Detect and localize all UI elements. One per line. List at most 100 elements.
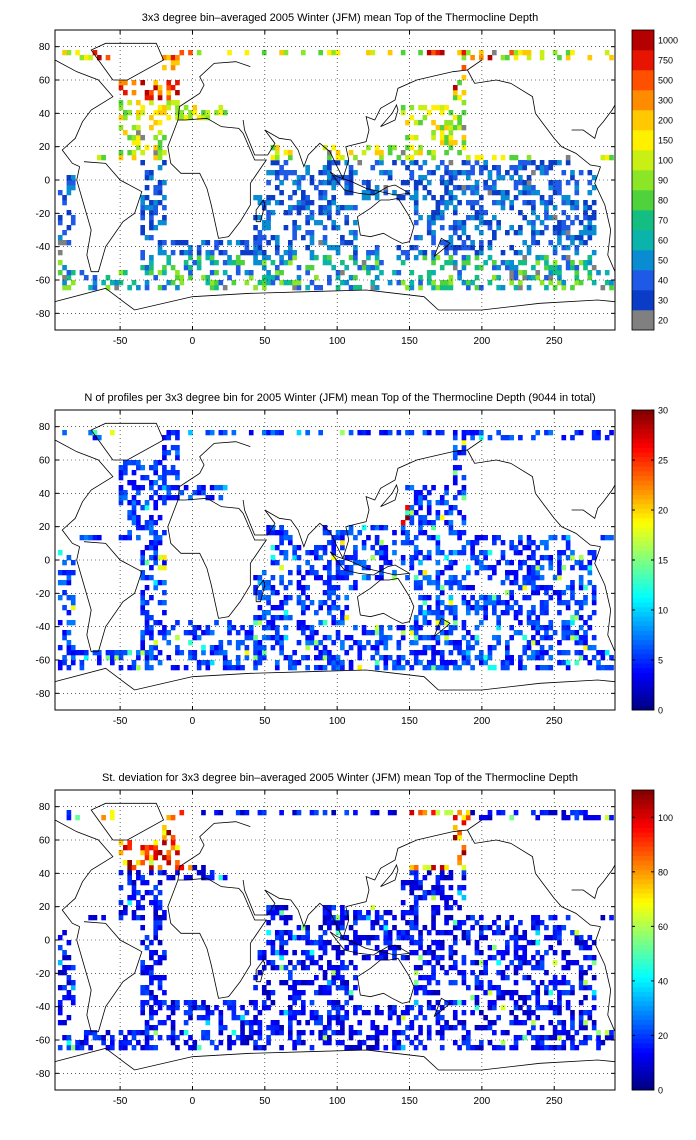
bin-cell [409, 870, 415, 876]
bin-cell [448, 885, 454, 891]
bin-cell [470, 545, 475, 551]
bin-cell [448, 140, 454, 146]
bin-cell [561, 225, 567, 231]
bin-cell [535, 260, 541, 266]
bin-cell [118, 885, 124, 891]
bin-cell [461, 935, 467, 941]
bin-cell [457, 855, 462, 861]
bin-cell [149, 115, 154, 121]
bin-cell [552, 985, 558, 991]
bin-cell [175, 90, 180, 96]
bin-cell [396, 155, 402, 161]
bin-cell [526, 995, 532, 1001]
bin-cell [435, 210, 441, 216]
bin-cell [431, 955, 436, 961]
bin-cell [431, 215, 436, 221]
bin-cell [353, 985, 358, 991]
colorbar-step [632, 940, 654, 946]
bin-cell [544, 985, 549, 991]
bin-cell [261, 610, 267, 616]
bin-cell [66, 225, 72, 231]
bin-cell [478, 245, 484, 251]
bin-cell [253, 985, 258, 991]
bin-cell [379, 630, 384, 636]
bin-cell [426, 550, 432, 556]
bin-cell [578, 635, 584, 641]
bin-cell [604, 665, 610, 671]
bin-cell [396, 1020, 402, 1026]
bin-cell [431, 220, 436, 226]
bin-cell [136, 285, 141, 291]
bin-cell [570, 260, 575, 266]
bin-cell [335, 585, 341, 591]
bin-cell [539, 565, 545, 571]
bin-cell [162, 870, 167, 876]
bin-cell [248, 625, 254, 631]
bin-cell [136, 500, 141, 506]
bin-cell [578, 260, 584, 266]
bin-cell [153, 480, 159, 486]
bin-cell [370, 935, 376, 941]
bin-cell [422, 255, 428, 261]
bin-cell [314, 570, 319, 576]
bin-cell [379, 430, 384, 436]
bin-cell [201, 110, 206, 116]
bin-cell [552, 250, 558, 256]
bin-cell [435, 930, 441, 936]
bin-cell [162, 485, 167, 491]
bin-cell [535, 640, 541, 646]
bin-cell [370, 165, 376, 171]
bin-cell [374, 255, 380, 261]
bin-cell [196, 1005, 202, 1011]
bin-cell [596, 270, 601, 276]
bin-cell [287, 915, 293, 921]
bin-cell [309, 950, 315, 956]
bin-cell [405, 485, 410, 491]
bin-cell [149, 200, 154, 206]
bin-cell [591, 940, 597, 946]
bin-cell [318, 545, 324, 551]
bin-cell [348, 665, 354, 671]
colorbar-step [632, 583, 654, 589]
bin-cell [157, 580, 163, 586]
colorbar-label: 500 [658, 76, 673, 86]
bin-cell [552, 1035, 558, 1041]
bin-cell [574, 185, 580, 191]
bin-cell [140, 485, 146, 491]
bin-cell [314, 655, 319, 661]
colorbar-swatch [632, 30, 654, 51]
bin-cell [62, 970, 67, 976]
bin-cell [309, 1045, 315, 1051]
bin-cell [457, 115, 462, 121]
bin-cell [418, 280, 423, 286]
bin-cell [500, 1045, 506, 1051]
colorbar-step [632, 822, 654, 828]
bin-cell [248, 635, 254, 641]
bin-cell [374, 650, 380, 656]
bin-cell [552, 225, 558, 231]
bin-cell [283, 160, 289, 166]
colorbar-step [632, 986, 654, 992]
bin-cell [509, 990, 515, 996]
bin-cell [435, 810, 441, 816]
bin-cell [418, 175, 423, 181]
bin-cell [109, 1040, 115, 1046]
bin-cell [539, 55, 545, 61]
bin-cell [157, 905, 163, 911]
bin-cell [444, 930, 449, 936]
bin-cell [335, 560, 341, 566]
bin-cell [57, 660, 63, 666]
colorbar-swatch [632, 130, 654, 151]
bin-cell [353, 915, 358, 921]
bin-cell [470, 970, 475, 976]
bin-cell [426, 225, 432, 231]
colorbar-step [632, 972, 654, 978]
bin-cell [149, 900, 154, 906]
bin-cell [470, 605, 475, 611]
bin-cell [318, 925, 324, 931]
colorbar-step [632, 414, 654, 420]
panel-std-dev: St. deviation for 3x3 degree bin–average… [0, 760, 696, 1120]
bin-cell [270, 1000, 276, 1006]
bin-cell [431, 105, 436, 111]
bin-cell [149, 630, 154, 636]
